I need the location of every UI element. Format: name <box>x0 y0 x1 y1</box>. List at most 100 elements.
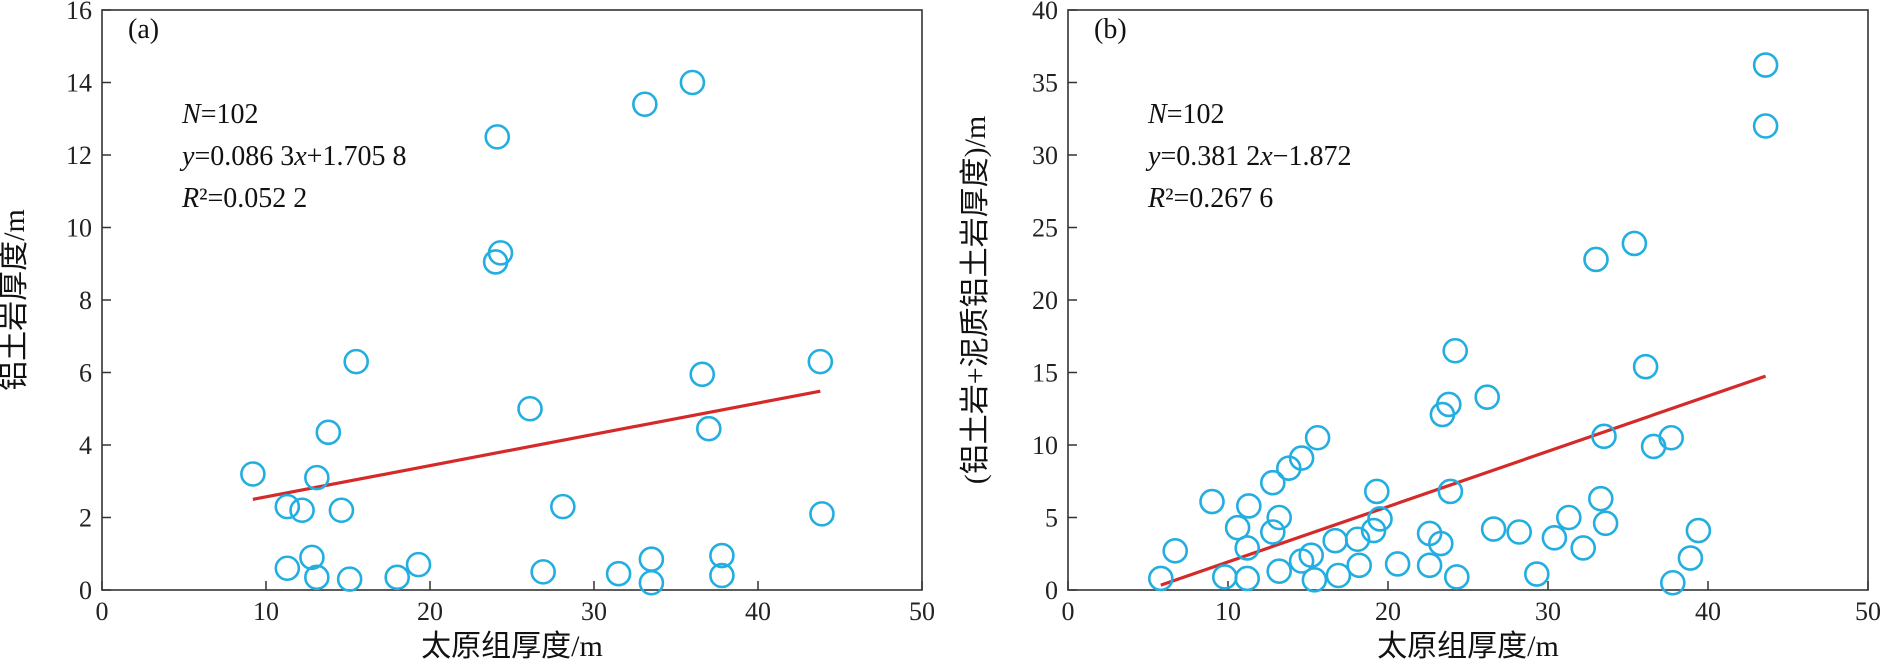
data-point <box>809 501 835 527</box>
data-point <box>328 497 355 524</box>
data-point <box>1752 52 1779 78</box>
data-point <box>1640 433 1667 460</box>
x-tick-label: 50 <box>909 597 935 626</box>
y-tick-label: 35 <box>1032 69 1058 98</box>
data-point <box>1556 504 1582 531</box>
y-tick-label: 4 <box>79 431 92 460</box>
data-point <box>1621 230 1648 257</box>
y-tick-label: 0 <box>79 576 92 605</box>
data-point <box>1437 478 1464 505</box>
data-point <box>1588 485 1614 512</box>
data-point <box>1234 535 1260 561</box>
chart-panel-a: 0 10 20 30 40 50 0 2 4 6 8 10 12 14 16 (a) 太原组厚度/m 铝土岩厚度/… <box>0 0 935 663</box>
data-point <box>1474 384 1500 410</box>
data-point <box>304 564 330 591</box>
y-tick-label: 12 <box>66 141 92 170</box>
sample-count: N=102 <box>1147 99 1224 130</box>
data-point <box>530 559 556 585</box>
data-point <box>1632 353 1659 380</box>
data-point <box>1301 567 1328 593</box>
data-point <box>1344 526 1371 553</box>
x-tick-label: 50 <box>1855 597 1881 626</box>
plot-frame <box>101 9 923 591</box>
data-point <box>1364 478 1390 505</box>
data-point <box>689 361 716 388</box>
data-point <box>679 69 706 96</box>
data-point <box>1325 562 1352 589</box>
data-point <box>1304 424 1331 451</box>
x-axis-label: 太原组厚度/m <box>1377 630 1559 663</box>
y-tick-label: 10 <box>1032 431 1058 460</box>
data-point <box>289 497 315 524</box>
data-point <box>1677 545 1704 571</box>
data-point <box>487 240 514 266</box>
data-point <box>1367 506 1393 532</box>
data-point <box>1234 565 1260 592</box>
y-tick-label: 16 <box>66 0 92 25</box>
data-point <box>1298 542 1324 569</box>
data-point <box>517 395 543 422</box>
x-tick-label: 40 <box>745 597 771 626</box>
data-point <box>1416 552 1443 579</box>
data-point <box>1322 527 1348 554</box>
data-point <box>1266 558 1292 584</box>
y-tick-label: 25 <box>1032 214 1058 243</box>
data-point <box>1224 514 1251 541</box>
data-point <box>709 562 735 589</box>
data-point <box>1583 246 1609 273</box>
data-point <box>304 464 330 491</box>
data-point <box>240 461 266 487</box>
data-point <box>1346 552 1372 579</box>
data-point <box>709 542 735 569</box>
data-point <box>274 555 301 582</box>
y-tick-label: 40 <box>1032 0 1058 25</box>
y-tick-label: 5 <box>1045 504 1058 533</box>
data-point <box>1428 530 1454 557</box>
data-point <box>1444 564 1470 590</box>
data-point <box>1480 516 1507 542</box>
data-point <box>315 419 342 446</box>
data-point <box>1260 519 1286 545</box>
data-point <box>1506 519 1532 545</box>
r-squared: R²=0.052 2 <box>181 183 307 214</box>
data-point <box>1236 493 1262 519</box>
data-point <box>274 493 301 520</box>
data-point <box>1541 524 1568 551</box>
data-point <box>1570 535 1596 561</box>
data-point <box>638 546 665 572</box>
data-point <box>343 348 370 375</box>
data-point <box>1752 113 1779 139</box>
fit-line <box>1160 374 1767 587</box>
data-point <box>405 551 432 578</box>
data-point <box>1436 391 1462 418</box>
plot-frame <box>1067 9 1869 591</box>
data-point <box>807 348 834 375</box>
x-axis-label: 太原组厚度/m <box>421 630 603 663</box>
data-point <box>638 569 665 596</box>
x-tick-label: 20 <box>417 597 443 626</box>
data-point <box>1685 517 1712 544</box>
fit-line <box>252 389 821 501</box>
panel-tag: (b) <box>1094 14 1127 45</box>
data-point <box>299 544 325 571</box>
x-tick-label: 30 <box>581 597 607 626</box>
y-tick-label: 14 <box>66 69 92 98</box>
data-point <box>1212 564 1238 590</box>
data-point <box>605 560 632 587</box>
sample-count: N=102 <box>181 99 258 130</box>
data-point <box>1442 337 1468 364</box>
data-point <box>695 415 722 442</box>
data-point <box>1148 565 1174 592</box>
data-point <box>632 91 658 118</box>
fit-equation: y=0.381 2x−1.872 <box>1145 141 1351 172</box>
data-point <box>1592 510 1619 537</box>
data-point <box>1266 504 1292 531</box>
y-axis-label: (铝土岩+泥质铝土岩厚度)/m <box>959 116 992 485</box>
y-tick-label: 0 <box>1045 576 1058 605</box>
r-squared: R²=0.267 6 <box>1147 183 1273 214</box>
data-point <box>1660 569 1686 596</box>
x-tick-label: 30 <box>1535 597 1561 626</box>
x-tick-label: 20 <box>1375 597 1401 626</box>
data-point <box>1658 424 1684 451</box>
x-tick-label: 40 <box>1695 597 1721 626</box>
